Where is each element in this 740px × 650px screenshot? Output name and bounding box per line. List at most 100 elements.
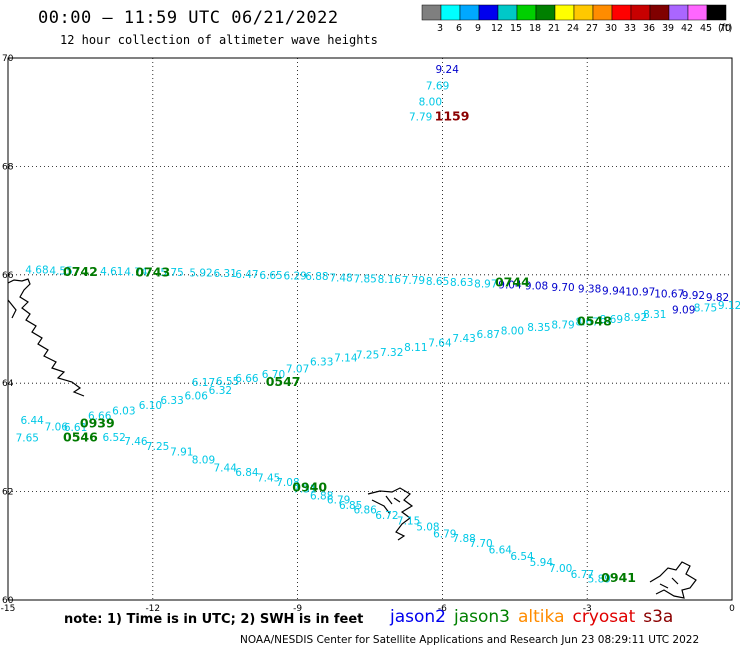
- wave-height-label: 9.94: [602, 285, 626, 297]
- wave-height-label: 6.65: [259, 270, 282, 282]
- wave-height-label: 9.09: [672, 304, 695, 316]
- satellite-legend: jason2 jason3 altika cryosat s3a: [390, 607, 681, 627]
- satellite-legend-cryosat: cryosat: [572, 607, 636, 627]
- wave-height-label: 7.88: [452, 533, 475, 545]
- wave-height-label: 7.08: [276, 477, 299, 489]
- page-title: 00:00 – 11:59 UTC 06/21/2022: [38, 8, 339, 28]
- wave-height-label: 6.70: [262, 369, 285, 381]
- wave-height-label: 6.66: [235, 373, 259, 385]
- wave-height-label: 8.92: [624, 312, 647, 324]
- wave-height-label: 8.31: [643, 309, 666, 321]
- wave-height-label: 4.61: [100, 266, 123, 278]
- wave-height-label: 6.52: [102, 432, 125, 444]
- wave-height-label: 5.08: [416, 522, 439, 534]
- iceland-coastline: [7, 278, 85, 397]
- lon-tick-label: -12: [145, 604, 160, 614]
- wave-height-label: 9.12: [718, 300, 740, 312]
- wave-height-label: 10.97: [625, 286, 655, 298]
- wave-height-label: 6.03: [112, 406, 135, 418]
- map-axes: -15 -12 -9 -6 -3 0 70 68 66 64 62 60: [1, 54, 735, 614]
- wave-height-label: 6.33: [310, 356, 333, 368]
- wave-height-label: 7.32: [380, 347, 403, 359]
- pass-time-label: 0744: [495, 275, 530, 290]
- satellite-legend-jason2: jason2: [390, 607, 446, 627]
- colorbar-label: 15: [510, 23, 522, 34]
- wave-height-label: 8.00: [501, 325, 524, 337]
- lat-tick-label: 66: [2, 271, 14, 281]
- colorbar-label: 9: [475, 23, 481, 34]
- wave-height-label: 7.06: [45, 421, 69, 433]
- colorbar-label: 42: [681, 23, 693, 34]
- colorbar-label: 36: [643, 23, 655, 34]
- wave-height-label: 4.74: [124, 266, 148, 278]
- wave-height-label: 8.00: [419, 97, 442, 109]
- wave-height-label: 7.44: [214, 463, 238, 475]
- wave-height-label: 7.69: [426, 80, 449, 92]
- colorbar-swatch: [611, 4, 632, 21]
- lon-tick-label: -3: [583, 604, 592, 614]
- lon-tick-label: -9: [293, 604, 302, 614]
- wave-height-label: 9.04: [498, 279, 522, 291]
- wave-height-label: 6.77: [571, 569, 594, 581]
- faroe-islands-coastline: [367, 487, 414, 541]
- page-subtitle: 12 hour collection of altimeter wave hei…: [60, 33, 378, 47]
- track-north: 9.24 7.69 8.00 7.79 1159: [409, 64, 469, 123]
- coastlines: [7, 278, 697, 599]
- wave-height-label: 6.44: [20, 415, 44, 427]
- lat-tick-label: 60: [2, 596, 14, 606]
- wave-height-label: 6.84: [235, 467, 259, 479]
- colorbar-swatch: [554, 4, 575, 21]
- wave-height-label: 7.31: [293, 484, 316, 496]
- wave-height-label: 7.85: [353, 273, 376, 285]
- wave-height-label: 4.55: [49, 265, 72, 277]
- colorbar-label: 18: [529, 23, 541, 34]
- colorbar-swatch: [630, 4, 651, 21]
- colorbar-swatch: [478, 4, 499, 21]
- wave-height-label: 6.72: [375, 510, 398, 522]
- wave-height-label: 7.15: [397, 516, 420, 528]
- wave-height-label: 9.92: [682, 290, 705, 302]
- wave-height-label: 4.68: [25, 265, 48, 277]
- colorbar-label: 45: [700, 23, 712, 34]
- track-66n: 4.68 4.55 4.61 4.74 5.75 5.92 6.316.47 6.65 6.29…: [25, 264, 729, 304]
- wave-height-label: 7.65: [16, 433, 39, 445]
- colorbar-swatch: [668, 4, 689, 21]
- wave-height-label: 6.64: [489, 544, 513, 556]
- satellite-legend-altika: altika: [518, 607, 565, 627]
- wave-height-label: 6.88: [305, 271, 328, 283]
- wave-height-label: 6.33: [160, 395, 183, 407]
- colorbar-label: 21: [548, 23, 560, 34]
- pass-time-label: 0941: [601, 570, 636, 585]
- wave-height-label: 5.92: [189, 267, 212, 279]
- colorbar-label: 12: [491, 23, 503, 34]
- wave-height-label: 9.70: [551, 282, 574, 294]
- wave-height-label: 9.38: [578, 284, 601, 296]
- wave-height-label: 7.79: [409, 111, 432, 123]
- wave-height-label: 7.00: [549, 563, 572, 575]
- colorbar-label: 70: [719, 23, 731, 34]
- lat-tick-label: 64: [2, 379, 14, 389]
- wave-height-label: 5.94: [530, 557, 554, 569]
- colorbar-label: 24: [567, 23, 579, 34]
- colorbar-swatch: [649, 4, 670, 21]
- colorbar-label: 3: [437, 23, 443, 34]
- wave-height-label: 8.09: [192, 454, 215, 466]
- wave-height-label: 6.66: [88, 411, 112, 423]
- pass-time-label: 0742: [63, 264, 98, 279]
- wave-height-label: 6.32: [209, 385, 232, 397]
- wave-height-label: 6.79: [433, 529, 456, 541]
- track-63n: 6.447.066.616.66 6.03 6.106.33 6.06 6.32 0939: [20, 385, 232, 434]
- track-southeast: 7.65 6.527.467.25 7.918.097.446.847.457.08…: [16, 430, 636, 586]
- wave-height-label: 7.70: [469, 538, 492, 550]
- lon-tick-label: 0: [729, 604, 735, 614]
- lon-tick-label: -15: [1, 604, 16, 614]
- wave-height-label: 6.47: [235, 269, 258, 281]
- pass-time-label: 0546: [63, 430, 98, 445]
- colorbar-swatch: [573, 4, 594, 21]
- wave-height-label: 7.64: [428, 337, 452, 349]
- wave-height-label: 6.31: [214, 268, 237, 280]
- satellite-legend-jason3: jason3: [454, 607, 510, 627]
- colorbar-unit: (ft): [718, 23, 732, 34]
